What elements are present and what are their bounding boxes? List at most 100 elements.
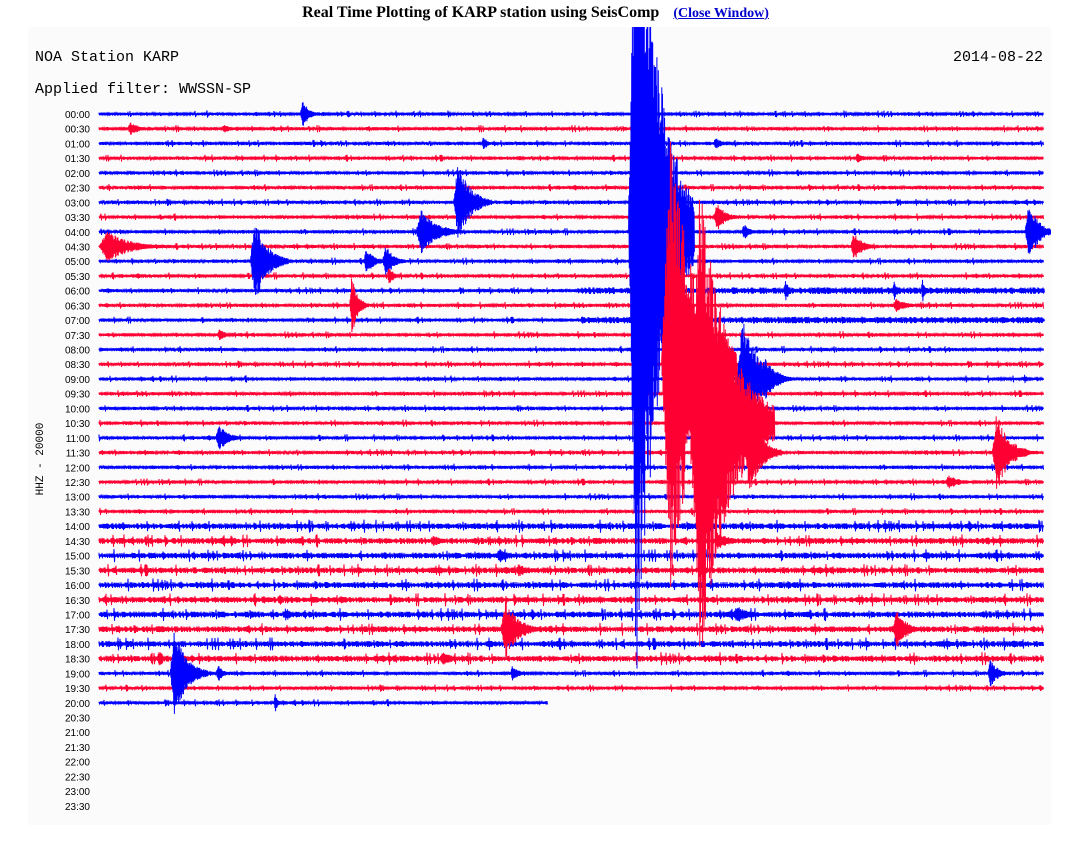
page-title: Real Time Plotting of KARP station using…	[302, 4, 660, 21]
event-39	[157, 652, 168, 666]
row-label-8: 04:00	[65, 228, 90, 239]
event-37	[500, 601, 540, 658]
trace-row-21	[98, 419, 1044, 427]
event-36	[731, 607, 771, 622]
large-event-2	[736, 323, 785, 435]
trace-row-20	[98, 404, 1044, 413]
row-label-3: 01:30	[65, 154, 90, 165]
time-row-labels: 00:00 00:30 01:00 01:30 02:00 02:30 03:00 03:30…	[65, 110, 90, 813]
row-label-13: 06:30	[65, 301, 90, 312]
trace-row-7	[98, 213, 1044, 221]
event-30	[944, 475, 979, 489]
event-23	[217, 329, 237, 341]
row-label-14: 07:00	[65, 316, 90, 327]
row-label-39: 19:30	[65, 684, 90, 695]
trace-row-22	[98, 434, 1044, 442]
trace-row-18	[98, 375, 1044, 383]
event-8	[415, 210, 464, 254]
row-label-40: 20:00	[65, 699, 90, 710]
event-21	[892, 298, 922, 312]
event-0	[300, 102, 320, 126]
row-label-46: 23:00	[65, 787, 90, 798]
row-label-12: 06:00	[65, 287, 90, 298]
event-24	[760, 359, 795, 399]
row-label-0: 00:00	[65, 110, 90, 121]
event-18	[892, 281, 903, 300]
row-label-11: 05:30	[65, 272, 90, 283]
row-label-18: 09:00	[65, 375, 90, 386]
row-label-29: 14:30	[65, 537, 90, 548]
event-44	[986, 660, 1012, 687]
trace-row-30	[98, 549, 1044, 563]
trace-row-19	[98, 390, 1044, 398]
trace-row-38	[98, 669, 1044, 678]
seismogram-plot: NOA Station KARP 2014-08-22 Applied filt…	[28, 27, 1051, 825]
event-26	[214, 426, 245, 450]
trace-row-31	[98, 563, 1044, 577]
event-35	[282, 608, 303, 621]
row-label-2: 01:00	[65, 139, 90, 150]
page-header: Real Time Plotting of KARP station using…	[0, 4, 1071, 22]
trace-row-27	[98, 507, 1044, 516]
trace-row-24	[98, 463, 1044, 471]
plot-date: 2014-08-22	[953, 49, 1043, 66]
row-label-22: 11:00	[66, 434, 91, 445]
row-label-45: 22:30	[65, 772, 90, 783]
event-11	[98, 232, 166, 261]
row-label-38: 19:00	[65, 669, 90, 680]
event-43	[509, 666, 530, 681]
event-33	[495, 549, 525, 563]
row-label-35: 17:30	[65, 625, 90, 636]
trace-row-13	[98, 301, 1044, 310]
trace-row-8	[98, 228, 1044, 236]
trace-row-15	[98, 331, 1044, 339]
station-title: NOA Station KARP	[35, 49, 179, 66]
event-12	[849, 235, 880, 258]
event-2	[221, 125, 242, 133]
row-label-20: 10:00	[65, 404, 90, 415]
row-label-41: 20:30	[65, 714, 90, 725]
row-label-47: 23:30	[65, 802, 90, 813]
event-42	[215, 666, 231, 681]
row-label-7: 03:30	[65, 213, 90, 224]
row-label-32: 16:00	[65, 581, 90, 592]
trace-row-17	[98, 360, 1044, 368]
trace-row-5	[98, 183, 1044, 192]
trace-row-1	[98, 125, 1044, 133]
trace-row-28	[98, 519, 1044, 533]
trace-row-16	[98, 345, 1044, 354]
event-32	[712, 532, 752, 549]
trace-row-2	[98, 139, 1044, 148]
trace-row-34	[98, 607, 1044, 622]
row-label-6: 03:00	[65, 198, 90, 209]
row-label-30: 15:00	[65, 552, 90, 563]
row-label-9: 04:30	[65, 242, 90, 253]
event-45	[273, 694, 282, 712]
row-label-36: 18:00	[65, 640, 90, 651]
row-label-33: 16:30	[65, 596, 90, 607]
event-22	[580, 316, 591, 324]
row-label-34: 17:00	[65, 610, 90, 621]
trace-row-11	[98, 272, 1044, 280]
row-label-26: 13:00	[65, 493, 90, 504]
trace-row-29	[98, 534, 1044, 548]
row-label-19: 09:30	[65, 390, 90, 401]
trace-row-14	[98, 316, 1044, 324]
filter-label: Applied filter: WWSSN-SP	[35, 81, 251, 98]
trace-row-39	[98, 684, 1044, 692]
event-25	[1022, 374, 1034, 384]
trace-row-3	[98, 154, 1044, 162]
row-label-5: 02:30	[65, 184, 90, 195]
trace-row-9	[98, 242, 1044, 251]
row-label-21: 10:30	[65, 419, 90, 430]
row-label-16: 08:00	[65, 346, 90, 357]
trace-row-35	[98, 622, 1044, 636]
row-label-28: 14:00	[65, 522, 90, 533]
row-label-23: 11:30	[66, 449, 91, 460]
seismogram-svg: NOA Station KARP 2014-08-22 Applied filt…	[35, 27, 1051, 813]
large-event-3	[689, 199, 776, 647]
event-15	[382, 247, 407, 275]
trace-row-36	[98, 637, 1044, 651]
close-window-link[interactable]: (Close Window)	[673, 6, 769, 21]
event-20	[348, 278, 370, 333]
